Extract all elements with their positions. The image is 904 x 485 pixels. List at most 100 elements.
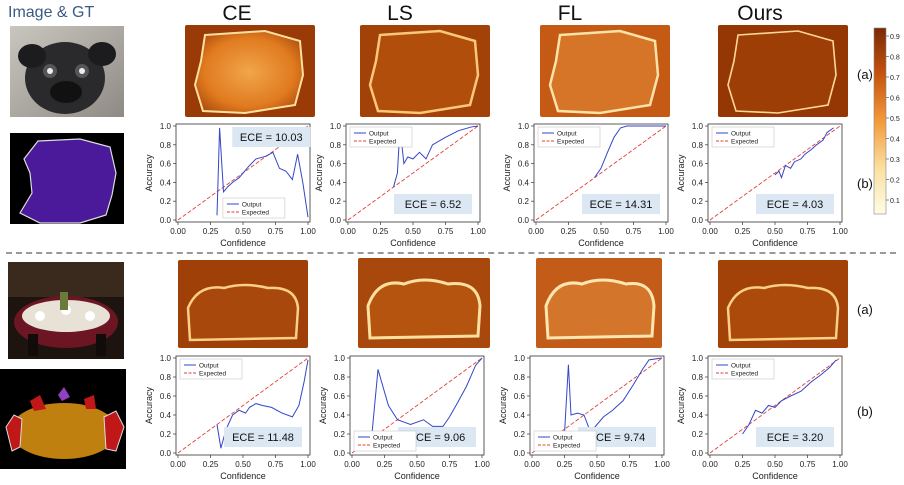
image-gt-header: Image & GT xyxy=(8,4,95,21)
legend-output-label: Output xyxy=(373,435,393,442)
ece-box xyxy=(224,427,302,447)
y-tick-label: 1.0 xyxy=(692,354,704,363)
x-axis-label: Confidence xyxy=(390,238,436,248)
x-axis-label: Confidence xyxy=(574,471,620,481)
x-tick-label: 0.25 xyxy=(377,460,393,469)
legend-output-label: Output xyxy=(731,131,751,138)
y-tick-label: 0.0 xyxy=(330,216,342,225)
x-tick-label: 0.25 xyxy=(203,460,219,469)
row-label-a-top: (a) xyxy=(857,67,873,82)
x-tick-label: 0.00 xyxy=(702,460,718,469)
y-tick-label: 0.2 xyxy=(160,197,172,206)
ece-box xyxy=(756,427,834,447)
x-tick-label: 0.50 xyxy=(593,227,609,236)
legend-box xyxy=(349,126,413,148)
heatmap-top-fl xyxy=(540,25,670,117)
ece-box xyxy=(756,194,834,214)
method-header-fl: FL xyxy=(557,2,583,25)
y-tick-label: 1.0 xyxy=(160,122,172,131)
pug-photo-icon xyxy=(10,26,124,117)
x-tick-label: 0.25 xyxy=(735,460,751,469)
legend-box xyxy=(353,430,417,452)
y-tick-label: 0.4 xyxy=(160,411,172,420)
y-tick-label: 0.0 xyxy=(518,216,530,225)
legend-expected-label: Expected xyxy=(553,443,580,450)
reliability-chart-bottom-ce: 0.00 0.25 0.50 0.75 1.00 0.0 0.2 0.4 0.6 0.8 1.0 Co… xyxy=(144,354,316,481)
ece-box xyxy=(232,127,311,147)
x-axis-label: Confidence xyxy=(752,471,798,481)
y-axis-label: Accuracy xyxy=(498,386,508,424)
row-label-a-bottom: (a) xyxy=(857,302,873,317)
x-tick-label: 0.00 xyxy=(344,460,360,469)
legend-box xyxy=(222,197,286,219)
y-tick-label: 0.0 xyxy=(692,216,704,225)
x-axis-label: Confidence xyxy=(220,471,266,481)
heatmap-top-ce xyxy=(185,25,315,117)
x-tick-label: 1.00 xyxy=(300,227,316,236)
colorbar-tick-label: 0.6 xyxy=(890,96,900,103)
x-tick-label: 0.00 xyxy=(340,227,356,236)
y-tick-label: 0.8 xyxy=(692,141,704,150)
heatmap-bottom-ours xyxy=(718,260,848,348)
x-tick-label: 1.00 xyxy=(658,227,674,236)
legend-box xyxy=(711,126,775,148)
y-tick-label: 0.8 xyxy=(692,373,704,382)
y-tick-label: 0.6 xyxy=(160,160,172,169)
output-line xyxy=(594,125,666,178)
y-tick-label: 0.6 xyxy=(514,392,526,401)
reliability-chart-top-ours: 0.00 0.25 0.50 0.75 1.00 0.0 0.2 0.4 0.6 0.8 1.0 Co… xyxy=(676,122,848,248)
y-tick-label: 0.2 xyxy=(514,430,526,439)
expected-line xyxy=(347,125,479,221)
colorbar: 0.9 0.8 0.7 0.6 0.5 0.4 0.3 0.2 0.1 xyxy=(873,27,900,215)
heatmap-bottom-ls xyxy=(358,258,490,348)
colorbar-tick-label: 0.7 xyxy=(890,75,900,82)
y-tick-label: 0.0 xyxy=(160,449,172,458)
y-tick-label: 0.0 xyxy=(692,449,704,458)
y-tick-label: 0.8 xyxy=(160,373,172,382)
x-tick-label: 0.75 xyxy=(442,460,458,469)
x-axis-label: Confidence xyxy=(220,238,266,248)
output-line xyxy=(216,127,309,218)
method-header-ours: Ours xyxy=(737,2,783,25)
y-tick-label: 1.0 xyxy=(330,122,342,131)
y-tick-label: 0.0 xyxy=(334,449,346,458)
x-tick-label: 1.00 xyxy=(832,227,848,236)
y-tick-label: 0.2 xyxy=(692,430,704,439)
y-tick-label: 0.6 xyxy=(692,392,704,401)
x-tick-label: 0.50 xyxy=(405,227,421,236)
y-tick-label: 0.4 xyxy=(518,178,530,187)
legend-expected-label: Expected xyxy=(557,139,584,146)
ece-value: ECE = 4.03 xyxy=(767,199,824,211)
y-tick-label: 0.4 xyxy=(330,178,342,187)
legend-output-label: Output xyxy=(369,131,389,138)
pug-mask-icon xyxy=(10,133,124,224)
x-tick-label: 1.00 xyxy=(300,460,316,469)
x-tick-label: 0.75 xyxy=(268,227,284,236)
dining-mask-icon xyxy=(0,369,126,469)
x-axis-label: Confidence xyxy=(578,238,624,248)
x-tick-label: 0.50 xyxy=(235,460,251,469)
dining-photo-icon xyxy=(8,262,124,359)
row-label-b-top: (b) xyxy=(857,176,873,191)
x-tick-label: 0.75 xyxy=(800,460,816,469)
row-label-b-bottom: (b) xyxy=(857,404,873,419)
ece-value: ECE = 6.52 xyxy=(405,199,462,211)
y-axis-label: Accuracy xyxy=(314,154,324,192)
x-tick-label: 0.00 xyxy=(702,227,718,236)
y-tick-label: 0.6 xyxy=(160,392,172,401)
x-axis-label: Confidence xyxy=(752,238,798,248)
x-tick-label: 0.75 xyxy=(800,227,816,236)
legend-output-label: Output xyxy=(731,363,751,370)
ece-value: ECE = 11.48 xyxy=(232,432,294,444)
y-tick-label: 0.6 xyxy=(692,160,704,169)
y-axis-label: Accuracy xyxy=(144,154,154,192)
expected-line xyxy=(709,125,841,221)
y-tick-label: 0.4 xyxy=(334,411,346,420)
heatmap-top-ls xyxy=(360,25,490,117)
y-tick-label: 0.2 xyxy=(330,197,342,206)
output-line xyxy=(371,357,483,439)
legend-output-label: Output xyxy=(199,363,219,370)
x-tick-label: 0.00 xyxy=(170,227,186,236)
y-axis-label: Accuracy xyxy=(144,386,154,424)
y-axis-label: Accuracy xyxy=(676,386,686,424)
